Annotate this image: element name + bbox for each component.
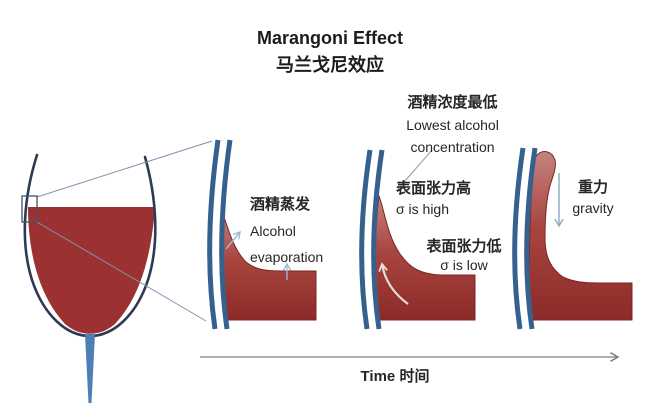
label-evaporation-en1: Alcohol <box>250 223 296 239</box>
label-alcohol-evaporation: 酒精蒸发 Alcohol evaporation <box>250 192 360 270</box>
marangoni-flow-arrow-icon <box>378 262 409 305</box>
page-title-zh: 马兰戈尼效应 <box>276 55 384 75</box>
page-title-en: Marangoni Effect <box>256 28 403 48</box>
zoom-connector-line-top <box>36 140 213 198</box>
glass-wall-inner <box>219 139 233 330</box>
glass-wall-outer <box>207 139 221 330</box>
label-evaporation-zh: 酒精蒸发 <box>250 196 311 213</box>
panel-surface-tension <box>359 149 476 330</box>
zoom-connector-line-bottom <box>36 221 207 322</box>
label-sigma-low-zh: 表面张力低 <box>426 238 502 255</box>
label-evaporation-en2: evaporation <box>250 249 324 265</box>
label-gravity-en: gravity <box>572 200 614 216</box>
label-lowest-alcohol-en2: concentration <box>410 139 495 155</box>
panel-evaporation <box>207 139 317 330</box>
label-gravity: 重力 gravity <box>556 177 630 219</box>
label-surface-tension-low: 表面张力低 σ is low <box>418 238 510 274</box>
glass-wall-inner <box>371 149 385 330</box>
label-sigma-high-zh: 表面张力高 <box>396 180 472 197</box>
zoom-region-box <box>21 195 38 223</box>
label-sigma-high-en: σ is high <box>396 201 449 217</box>
label-lowest-alcohol-en1: Lowest alcohol <box>406 117 499 133</box>
panel-gravity <box>512 147 633 330</box>
glass-wall-inner <box>524 147 538 330</box>
label-lowest-alcohol-concentration: 酒精浓度最低 Lowest alcohol concentration <box>370 92 535 158</box>
wine-glass <box>21 140 213 403</box>
glass-stem <box>85 334 95 403</box>
label-gravity-zh: 重力 <box>577 179 608 196</box>
concentration-pointer-arrow-icon <box>397 149 433 190</box>
label-surface-tension-high: 表面张力高 σ is high <box>396 178 506 220</box>
glass-wall-outer <box>512 147 526 330</box>
evaporation-arrow-diagonal-icon <box>225 230 241 250</box>
glass-wall-outer <box>359 149 373 330</box>
label-time-axis: Time 时间 <box>360 368 430 385</box>
label-lowest-alcohol-zh: 酒精浓度最低 <box>407 94 498 111</box>
label-sigma-low-en: σ is low <box>440 257 488 273</box>
glass-wine-fill <box>28 207 155 334</box>
